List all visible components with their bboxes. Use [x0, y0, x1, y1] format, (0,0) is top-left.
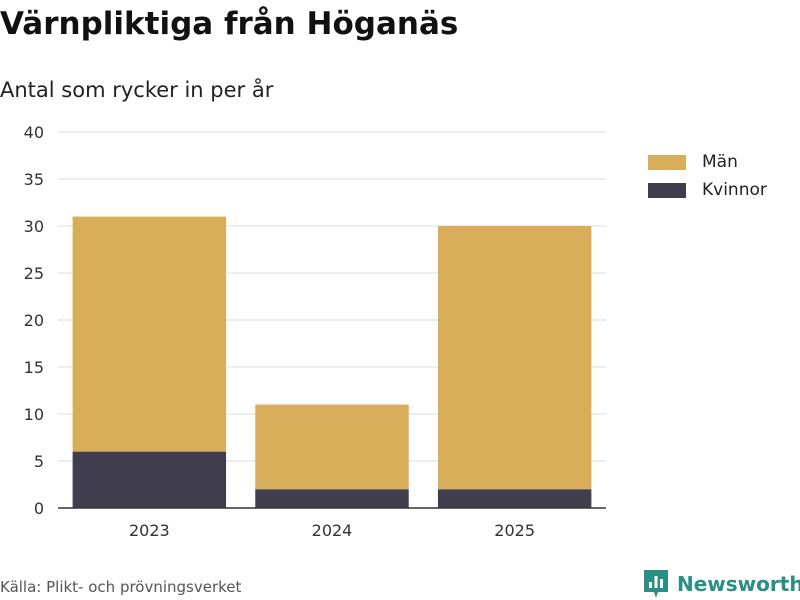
y-tick-label: 25	[24, 264, 44, 283]
legend-item-man[interactable]: Män	[648, 148, 767, 176]
legend-swatch-kvinnor	[648, 182, 686, 198]
y-tick-label: 10	[24, 405, 44, 424]
y-tick-label: 35	[24, 170, 44, 189]
chart-title: Värnpliktiga från Höganäs	[0, 6, 459, 42]
brand-logo: Newsworthy	[644, 570, 800, 598]
chart-subtitle: Antal som rycker in per år	[0, 78, 274, 102]
x-tick-label: 2025	[494, 521, 535, 540]
x-tick-label: 2024	[312, 521, 353, 540]
legend-swatch-man	[648, 154, 686, 170]
legend-item-kvinnor[interactable]: Kvinnor	[648, 176, 767, 204]
source-note: Källa: Plikt- och prövningsverket	[0, 578, 242, 596]
y-tick-label: 40	[24, 123, 44, 142]
bar-kvinnor-2025[interactable]	[437, 489, 592, 508]
newsworthy-icon	[644, 570, 668, 598]
y-tick-label: 30	[24, 217, 44, 236]
y-tick-label: 20	[24, 311, 44, 330]
bar-mn-2024[interactable]	[255, 404, 409, 490]
y-tick-label: 5	[34, 452, 44, 471]
legend-label-kvinnor: Kvinnor	[702, 180, 767, 200]
legend: Män Kvinnor	[648, 148, 767, 204]
bar-mn-2025[interactable]	[437, 226, 592, 490]
bar-mn-2023[interactable]	[72, 216, 227, 452]
bar-kvinnor-2023[interactable]	[72, 451, 227, 508]
x-tick-label: 2023	[129, 521, 170, 540]
y-tick-label: 15	[24, 358, 44, 377]
legend-label-man: Män	[702, 152, 738, 172]
bar-kvinnor-2024[interactable]	[255, 489, 409, 508]
brand-name: Newsworthy	[677, 572, 800, 596]
y-tick-label: 0	[34, 499, 44, 518]
